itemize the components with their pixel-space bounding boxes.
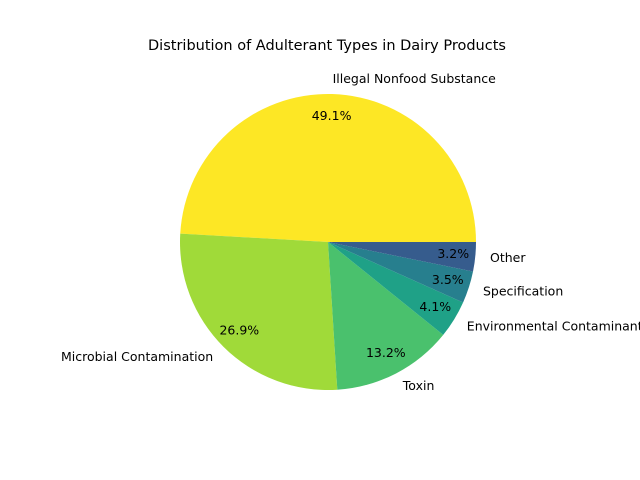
label-microbial-contamination: Microbial Contamination [61,349,213,364]
pie-slices [180,93,476,390]
slice-environmental-contaminant [328,242,464,335]
label-environmental-contaminant: Environmental Contaminant [467,319,640,334]
slice-specification [328,242,474,303]
pct-microbial-contamination: 26.9% [219,323,259,338]
slice-microbial-contamination [180,233,338,390]
chart-title: Distribution of Adulterant Types in Dair… [148,38,506,54]
pct-other: 3.2% [437,246,469,261]
label-specification: Specification [483,283,563,298]
pie-labels: Illegal Nonfood Substance 49.1% Microbial … [61,71,640,393]
slice-other [328,242,476,272]
slice-toxin [328,242,444,390]
label-other: Other [490,250,526,265]
pct-environmental-contaminant: 4.1% [419,299,451,314]
pct-illegal-nonfood-substance: 49.1% [312,108,352,123]
pct-specification: 3.5% [432,272,464,287]
slice-illegal-nonfood-substance [180,93,476,242]
pct-toxin: 13.2% [366,345,406,360]
label-toxin: Toxin [402,378,435,393]
label-illegal-nonfood-substance: Illegal Nonfood Substance [333,71,497,86]
